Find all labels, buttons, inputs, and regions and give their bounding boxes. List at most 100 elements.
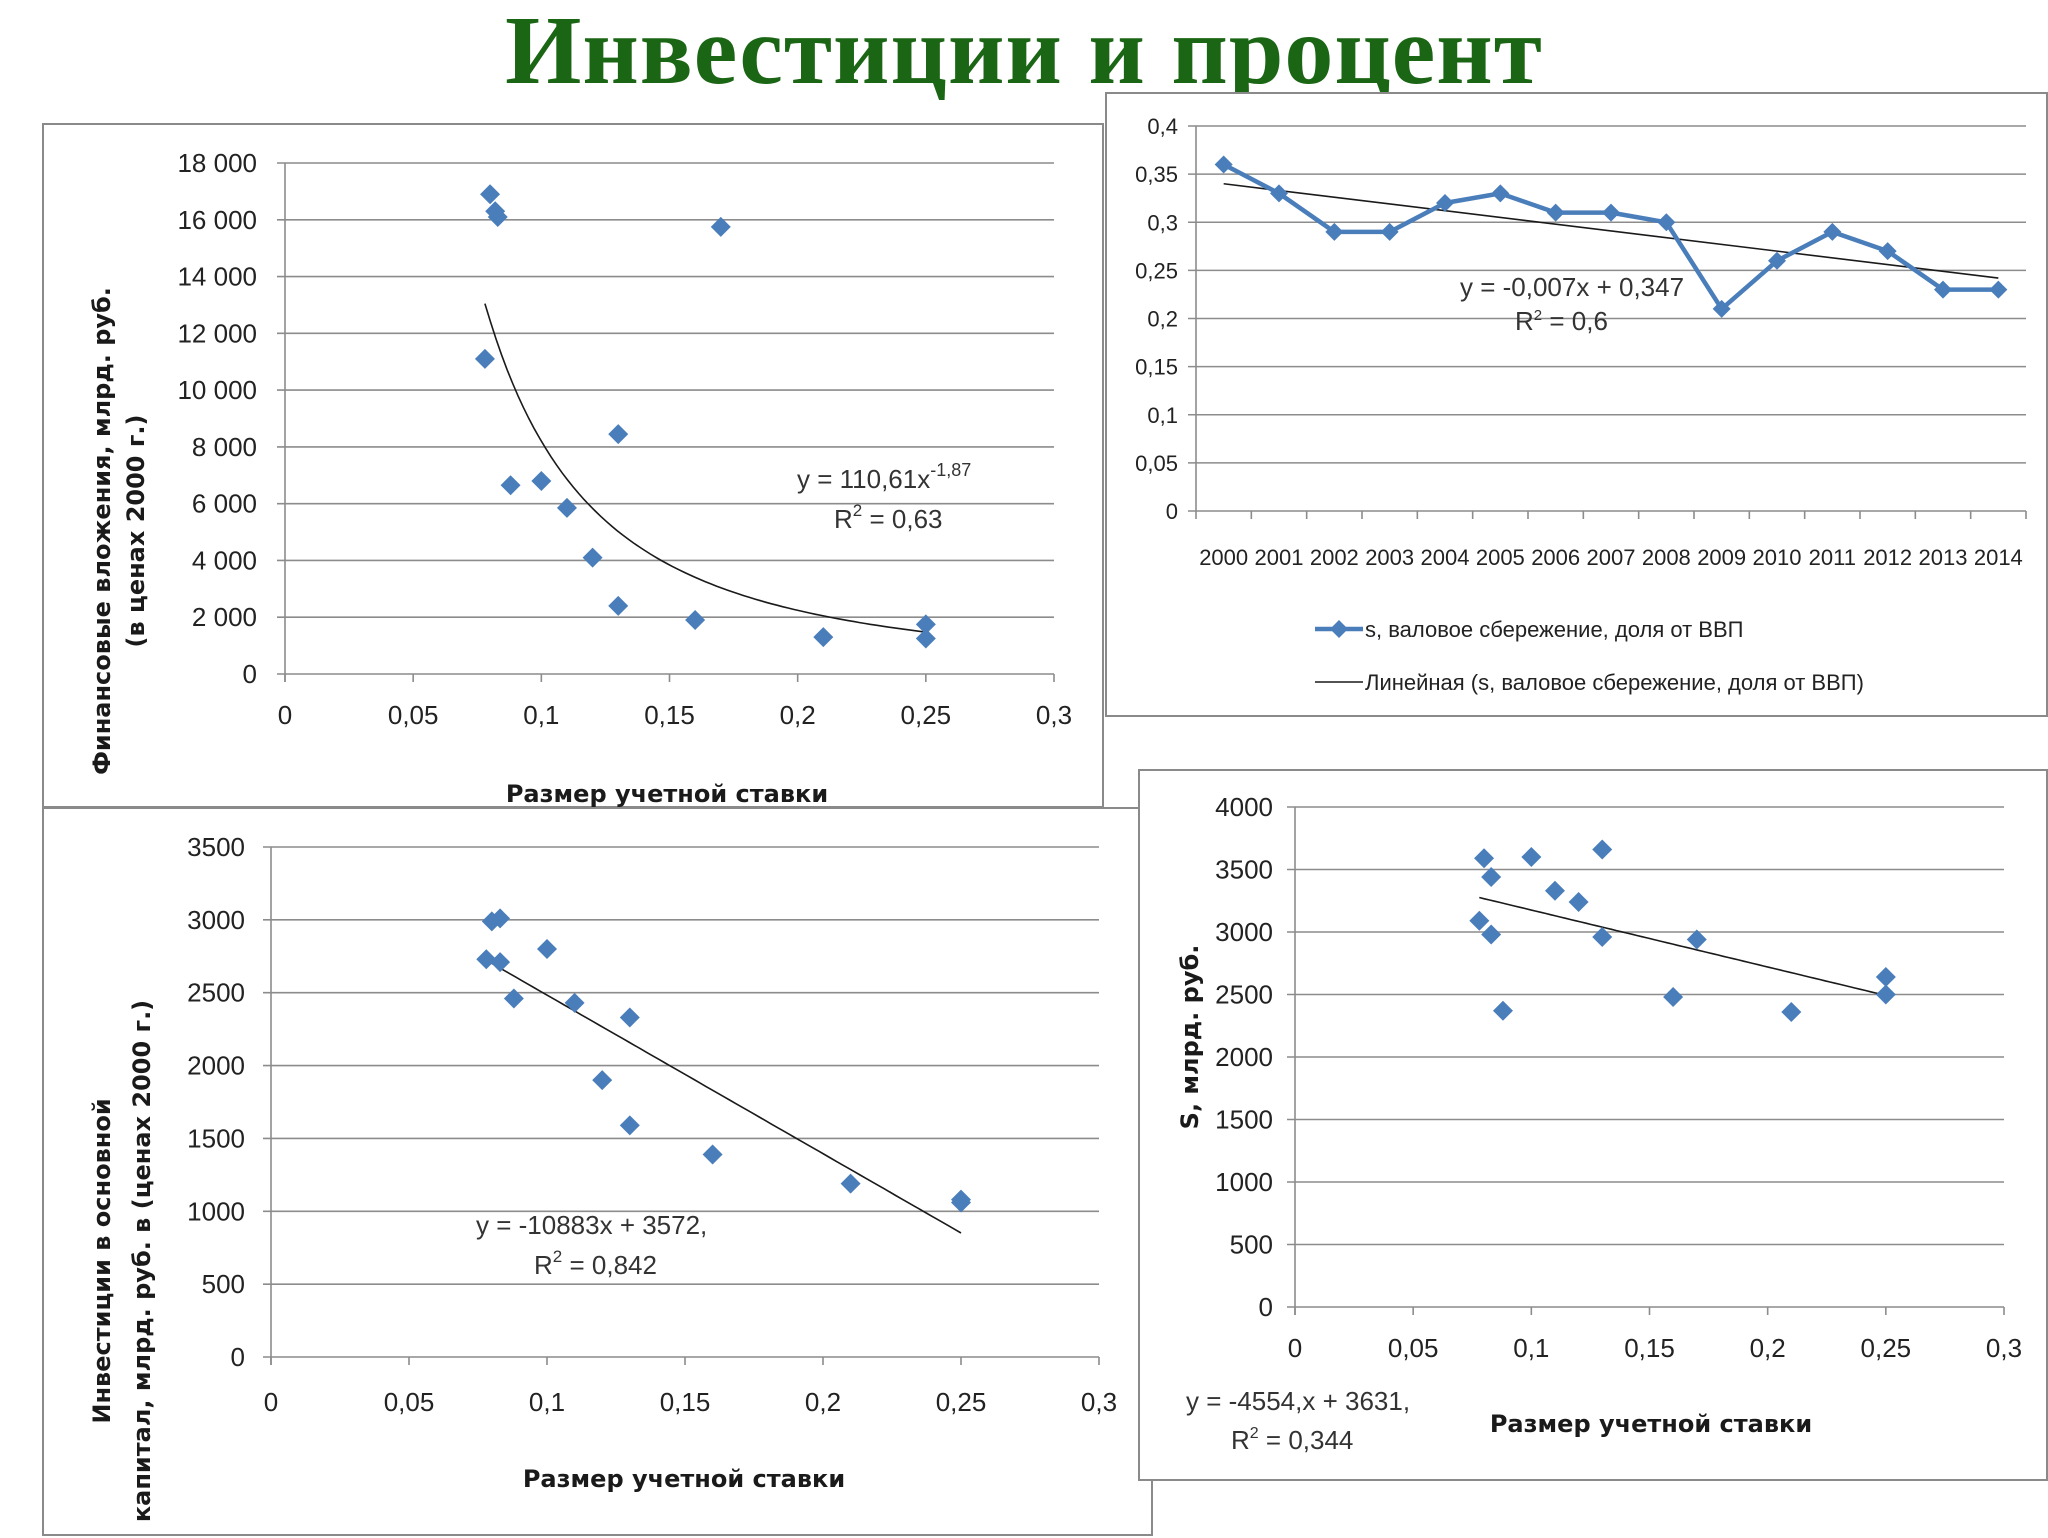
r-squared-value: = 0,6 — [1542, 306, 1608, 336]
data-point — [582, 547, 603, 568]
data-point — [1875, 967, 1896, 987]
y-tick-label: 0,05 — [1135, 451, 1178, 476]
data-point — [1663, 987, 1684, 1007]
x-tick-label: 2006 — [1531, 545, 1580, 570]
x-tick-label: 0,1 — [523, 700, 559, 730]
data-point — [1657, 213, 1676, 232]
legend: s, валовое сбережение, доля от ВВП Линей… — [1315, 617, 1864, 695]
x-tick-label: 0,2 — [780, 700, 816, 730]
y-tick-label: 0 — [1259, 1292, 1273, 1322]
data-point — [487, 206, 508, 227]
x-tick-label: 0,15 — [644, 700, 695, 730]
x-tick-label: 0,25 — [1861, 1333, 1912, 1363]
data-point — [619, 1115, 640, 1136]
y-tick-label: 0,1 — [1147, 403, 1178, 428]
y-axis-title: S, млрд. руб. — [1176, 945, 1204, 1130]
x-tick-label: 0,15 — [660, 1387, 711, 1417]
x-tick-label: 0 — [278, 700, 292, 730]
y-tick-label: 1500 — [187, 1123, 245, 1153]
data-point — [592, 1070, 613, 1091]
r-squared-value: = 0,63 — [862, 504, 942, 534]
y-tick-label: 0,35 — [1135, 162, 1178, 187]
x-tick-label: 2002 — [1310, 545, 1359, 570]
r-squared-label: R2 = 0,344 — [1231, 1425, 1353, 1455]
data-point — [490, 952, 511, 973]
data-point — [1989, 280, 2008, 299]
y-tick-label: 12 000 — [177, 318, 257, 348]
data-point — [1592, 839, 1613, 860]
x-tick-label: 0,3 — [1986, 1333, 2022, 1363]
y-tick-label: 1000 — [1215, 1167, 1273, 1197]
x-tick-label: 0,3 — [1081, 1387, 1117, 1417]
y-tick-label: 1000 — [187, 1196, 245, 1226]
y-axis-title-line-2: (в ценах 2000 г.) — [122, 415, 150, 648]
data-point — [608, 424, 629, 445]
y-axis-title-line-2: капитал, млрд. руб. в (ценах 2000 г.) — [128, 1000, 156, 1522]
y-tick-label: 0 — [243, 659, 257, 689]
savings-vs-rate-chart: 0 500 1000 1500 2000 2500 3000 3500 4000 0 0,05 0,1… — [1138, 769, 2048, 1481]
data-point — [1568, 892, 1589, 912]
y-tick-label: 500 — [1230, 1230, 1273, 1260]
y-tick-label: 1500 — [1215, 1105, 1273, 1135]
legend-series-label: s, валовое сбережение, доля от ВВП — [1365, 617, 1743, 642]
data-point — [1823, 222, 1842, 241]
y-tick-label: 6 000 — [192, 489, 257, 519]
data-point — [1474, 848, 1495, 869]
fixed-capital-investment-chart: 0 500 1000 1500 2000 2500 3000 3500 0 0,05 0,1 0,15… — [42, 807, 1153, 1536]
x-tick-label: 0,05 — [1388, 1333, 1439, 1363]
data-point — [915, 614, 936, 635]
x-tick-label: 0 — [1288, 1333, 1302, 1363]
trendline — [1479, 896, 1886, 997]
data-point — [474, 348, 495, 369]
r-squared-prefix: R — [834, 504, 853, 534]
data-point — [1934, 280, 1952, 299]
data-point — [1544, 880, 1565, 901]
data-point — [1768, 251, 1786, 270]
data-point — [1270, 184, 1288, 203]
data-point — [1481, 924, 1502, 945]
y-tick-label: 3000 — [187, 905, 245, 935]
trendline-equation: y = -10883x + 3572, — [476, 1210, 707, 1240]
r-squared-label: R2 = 0,842 — [534, 1247, 657, 1280]
r-squared-value: = 0,842 — [562, 1250, 657, 1280]
trendline — [1223, 182, 1999, 279]
trendline-equation: y = -0,007x + 0,347 — [1460, 272, 1684, 302]
x-axis-title: Размер учетной ставки — [1490, 1410, 1812, 1438]
x-tick-label: 0,3 — [1036, 700, 1072, 730]
data-point — [1491, 184, 1510, 203]
x-tick-label: 0,2 — [805, 1387, 841, 1417]
data-point — [476, 949, 497, 970]
r-squared-sup: 2 — [1250, 1425, 1259, 1442]
y-tick-label: 0,4 — [1147, 114, 1178, 139]
data-point — [813, 627, 834, 648]
x-tick-label: 0,25 — [936, 1387, 987, 1417]
data-point — [1602, 203, 1620, 222]
data-point — [1325, 222, 1344, 241]
data-point — [1875, 984, 1896, 1005]
data-point — [915, 628, 936, 649]
x-tick-label: 0,25 — [901, 700, 952, 730]
x-tick-label: 2001 — [1255, 545, 1304, 570]
gross-savings-chart: 0 0,05 0,1 0,15 0,2 0,25 0,3 0,35 0,4 2000 2001 200… — [1105, 92, 2048, 717]
data-point — [500, 475, 521, 496]
y-tick-label: 2000 — [187, 1051, 245, 1081]
x-axis-title: Размер учетной ставки — [523, 1465, 845, 1493]
y-tick-label: 8 000 — [192, 432, 257, 462]
legend-trendline-label: Линейная (s, валовое сбережение, доля от… — [1365, 670, 1864, 695]
x-tick-label: 2014 — [1974, 545, 2023, 570]
r-squared-prefix: R — [1231, 1425, 1250, 1455]
trendline-equation-exponent: -1,87 — [930, 460, 971, 480]
x-tick-label: 0 — [264, 1387, 278, 1417]
y-tick-label: 0 — [231, 1342, 245, 1372]
x-tick-label: 2008 — [1642, 545, 1691, 570]
data-point — [1521, 847, 1542, 867]
y-tick-label: 2500 — [1215, 980, 1273, 1010]
x-tick-label: 0,1 — [529, 1387, 565, 1417]
data-point — [685, 610, 706, 631]
financial-investment-chart: 0 2 000 4 000 6 000 8 000 10 000 12 000 14 000 1… — [42, 123, 1104, 808]
x-tick-label: 0,2 — [1750, 1333, 1786, 1363]
r-squared-sup: 2 — [853, 501, 862, 520]
data-point — [1492, 1000, 1513, 1021]
x-tick-label: 0,15 — [1624, 1333, 1675, 1363]
r-squared-sup: 2 — [1534, 307, 1542, 324]
